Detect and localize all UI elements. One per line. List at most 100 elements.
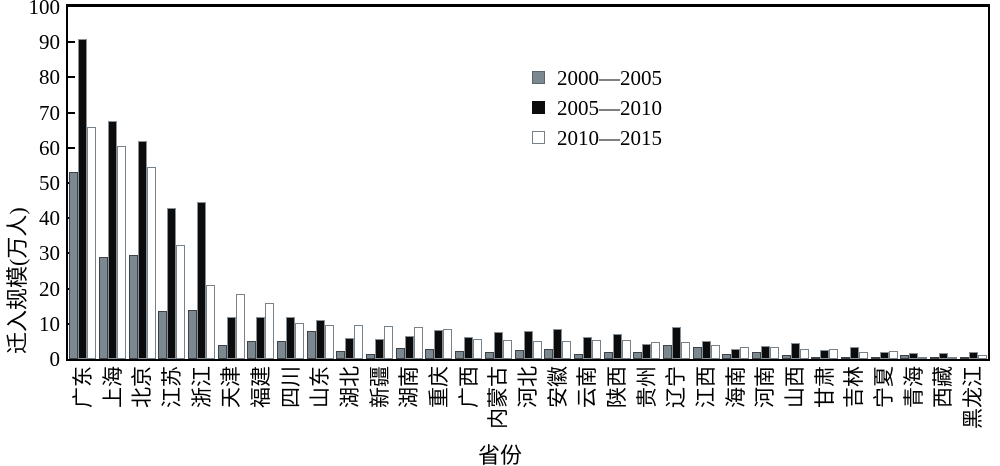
bar-福建-2010—2015 bbox=[265, 303, 275, 359]
bar-湖南-2010—2015 bbox=[413, 327, 423, 359]
bar-宁夏-2010—2015 bbox=[888, 350, 898, 359]
bar-广东-2005—2010 bbox=[78, 38, 88, 359]
x-axis-label-海南: 海南 bbox=[723, 366, 748, 408]
bar-广东-2000—2005 bbox=[69, 172, 79, 359]
bar-湖南-2005—2010 bbox=[404, 335, 414, 359]
bar-广东-2010—2015 bbox=[87, 126, 97, 359]
x-axis-title: 省份 bbox=[477, 443, 522, 466]
bar-江西-2005—2010 bbox=[701, 340, 711, 359]
bar-山东-2000—2005 bbox=[306, 330, 316, 359]
x-axis-label-贵州: 贵州 bbox=[634, 366, 659, 408]
bar-上海-2005—2010 bbox=[108, 121, 118, 359]
bar-海南-2010—2015 bbox=[740, 346, 750, 359]
bar-新疆-2000—2005 bbox=[366, 354, 376, 359]
y-axis-tick-label: 40 bbox=[39, 206, 60, 231]
bar-河南-2010—2015 bbox=[769, 347, 779, 359]
bar-河南-2005—2010 bbox=[760, 345, 770, 359]
bar-天津-2005—2010 bbox=[226, 317, 236, 359]
bar-上海-2000—2005 bbox=[99, 256, 109, 359]
bar-海南-2000—2005 bbox=[722, 353, 732, 359]
bar-湖北-2005—2010 bbox=[345, 338, 355, 359]
x-axis-label-湖南: 湖南 bbox=[397, 366, 422, 408]
bar-四川-2010—2015 bbox=[295, 322, 305, 359]
bar-陕西-2010—2015 bbox=[621, 340, 631, 359]
legend-label: 2005—2010 bbox=[557, 95, 662, 120]
bar-天津-2000—2005 bbox=[217, 344, 227, 359]
x-axis-label-吉林: 吉林 bbox=[842, 366, 867, 408]
x-axis-label-辽宁: 辽宁 bbox=[664, 366, 689, 408]
bar-青海-2005—2010 bbox=[909, 353, 919, 359]
bar-浙江-2000—2005 bbox=[188, 309, 198, 359]
bar-云南-2000—2005 bbox=[573, 353, 583, 359]
bar-甘肃-2000—2005 bbox=[811, 356, 821, 359]
bar-浙江-2010—2015 bbox=[206, 285, 216, 359]
chart-legend: 2000—2005 2005—2010 2010—2015 bbox=[532, 65, 662, 155]
bar-福建-2005—2010 bbox=[256, 317, 266, 359]
bar-云南-2005—2010 bbox=[582, 337, 592, 359]
bar-吉林-2000—2005 bbox=[840, 357, 850, 359]
y-axis-tick-label: 60 bbox=[39, 135, 60, 160]
x-axis-label-甘肃: 甘肃 bbox=[812, 366, 837, 408]
bar-天津-2010—2015 bbox=[235, 293, 245, 359]
plot-area: 2000—2005 2005—2010 2010—2015 bbox=[66, 4, 990, 361]
bar-内蒙古-2010—2015 bbox=[502, 340, 512, 359]
bar-辽宁-2005—2010 bbox=[671, 327, 681, 359]
y-axis-tick-label: 0 bbox=[49, 347, 61, 371]
x-axis-label-四川: 四川 bbox=[278, 366, 303, 408]
bar-新疆-2010—2015 bbox=[384, 325, 394, 359]
bar-内蒙古-2005—2010 bbox=[493, 332, 503, 359]
bar-山东-2005—2010 bbox=[315, 319, 325, 359]
bar-山西-2010—2015 bbox=[799, 348, 809, 359]
y-axis-tick-label: 90 bbox=[39, 30, 60, 55]
bar-新疆-2005—2010 bbox=[375, 338, 385, 359]
bar-重庆-2005—2010 bbox=[434, 329, 444, 359]
bar-湖北-2010—2015 bbox=[354, 324, 364, 359]
bar-上海-2010—2015 bbox=[117, 146, 127, 359]
x-axis-label-江西: 江西 bbox=[694, 366, 719, 408]
bar-北京-2000—2005 bbox=[128, 255, 138, 359]
bar-江苏-2000—2005 bbox=[158, 311, 168, 359]
y-axis-tick-label: 20 bbox=[39, 276, 60, 301]
x-axis-label-广东: 广东 bbox=[70, 366, 95, 408]
x-axis-label-云南: 云南 bbox=[575, 366, 600, 408]
legend-swatch-black-filled bbox=[532, 101, 545, 114]
bar-陕西-2000—2005 bbox=[603, 351, 613, 359]
bar-广西-2000—2005 bbox=[455, 351, 465, 359]
y-axis-tick bbox=[68, 111, 75, 114]
x-axis-label-河南: 河南 bbox=[753, 366, 778, 408]
bar-云南-2010—2015 bbox=[591, 340, 601, 359]
bar-辽宁-2010—2015 bbox=[680, 342, 690, 359]
bar-山西-2000—2005 bbox=[781, 355, 791, 359]
bar-北京-2005—2010 bbox=[137, 140, 147, 359]
bar-贵州-2010—2015 bbox=[651, 342, 661, 359]
y-axis-tick bbox=[68, 76, 75, 79]
x-axis-label-重庆: 重庆 bbox=[426, 366, 451, 408]
legend-swatch-white-outlined bbox=[532, 131, 545, 144]
bar-北京-2010—2015 bbox=[146, 167, 156, 359]
bar-江西-2000—2005 bbox=[692, 347, 702, 359]
bar-贵州-2000—2005 bbox=[633, 352, 643, 359]
bar-河南-2000—2005 bbox=[751, 351, 761, 359]
x-axis-label-北京: 北京 bbox=[130, 366, 155, 408]
bar-黑龙江-2000—2005 bbox=[959, 356, 969, 359]
x-axis-label-山东: 山东 bbox=[308, 366, 333, 408]
bar-西藏-2010—2015 bbox=[947, 357, 957, 359]
bar-湖南-2000—2005 bbox=[395, 348, 405, 359]
y-axis-tick-label: 70 bbox=[39, 100, 60, 125]
x-axis-label-上海: 上海 bbox=[100, 366, 125, 408]
bar-四川-2005—2010 bbox=[286, 317, 296, 359]
legend-swatch-gray-filled bbox=[532, 71, 545, 84]
bar-甘肃-2005—2010 bbox=[820, 349, 830, 359]
legend-label: 2010—2015 bbox=[557, 125, 662, 150]
y-axis-tick-label: 10 bbox=[39, 311, 60, 336]
x-axis-label-山西: 山西 bbox=[783, 366, 808, 408]
y-axis-tick-label: 80 bbox=[39, 65, 60, 90]
y-axis-tick-label: 30 bbox=[39, 241, 60, 266]
x-axis-label-西藏: 西藏 bbox=[931, 366, 956, 408]
x-axis-label-福建: 福建 bbox=[248, 366, 273, 408]
legend-label: 2000—2005 bbox=[557, 65, 662, 90]
bar-湖北-2000—2005 bbox=[336, 350, 346, 359]
bar-河北-2010—2015 bbox=[532, 340, 542, 359]
legend-item: 2005—2010 bbox=[532, 95, 662, 120]
